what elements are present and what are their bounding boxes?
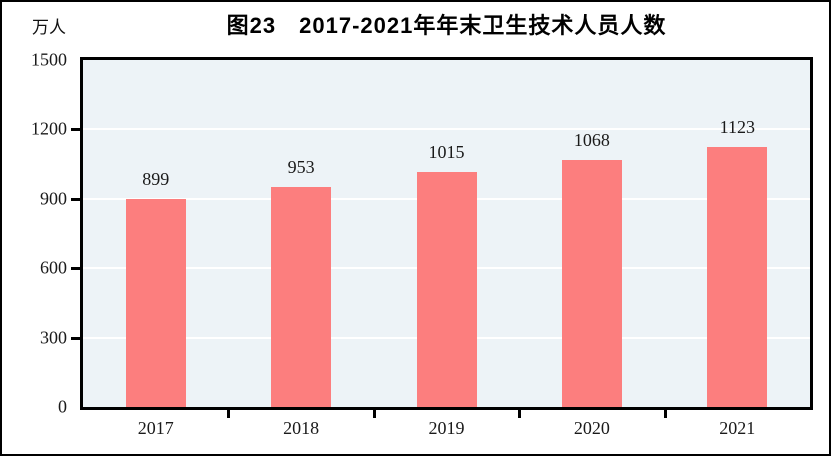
y-tick-label: 1200 (31, 118, 67, 139)
bar-value-label: 1123 (719, 117, 755, 138)
y-tick-mark (71, 128, 80, 132)
bar-value-label: 899 (142, 169, 170, 190)
y-tick-mark (71, 197, 80, 201)
y-tick-label: 300 (40, 327, 67, 348)
y-tick-label: 0 (58, 396, 67, 417)
y-tick-mark (71, 267, 80, 271)
bar-value-label: 953 (287, 156, 315, 177)
bar-2020 (561, 159, 622, 407)
bar-2018 (271, 186, 332, 407)
y-axis-unit-label: 万人 (32, 18, 66, 37)
bar-value-label: 1015 (428, 142, 465, 163)
x-tick-label: 2021 (719, 418, 756, 438)
bar-2021 (707, 147, 768, 407)
x-tick-label: 2018 (283, 418, 320, 438)
x-tick-mark (518, 410, 522, 418)
x-tick-mark (372, 410, 376, 418)
plot-area (80, 57, 813, 410)
x-tick-mark (227, 410, 231, 418)
x-tick-label: 2017 (137, 418, 174, 438)
bar-value-label: 1068 (573, 129, 610, 150)
gridline (83, 128, 810, 131)
bar-2019 (416, 172, 477, 407)
y-tick-label: 600 (40, 257, 67, 278)
x-tick-label: 2020 (573, 418, 610, 438)
x-tick-label: 2019 (428, 418, 465, 438)
bar-2017 (125, 199, 186, 407)
y-tick-label: 900 (40, 188, 67, 209)
y-tick-mark (71, 336, 80, 340)
x-tick-mark (663, 410, 667, 418)
y-tick-label: 1500 (31, 49, 67, 70)
chart-title: 图23 2017-2021年年末卫生技术人员人数 (226, 13, 667, 38)
